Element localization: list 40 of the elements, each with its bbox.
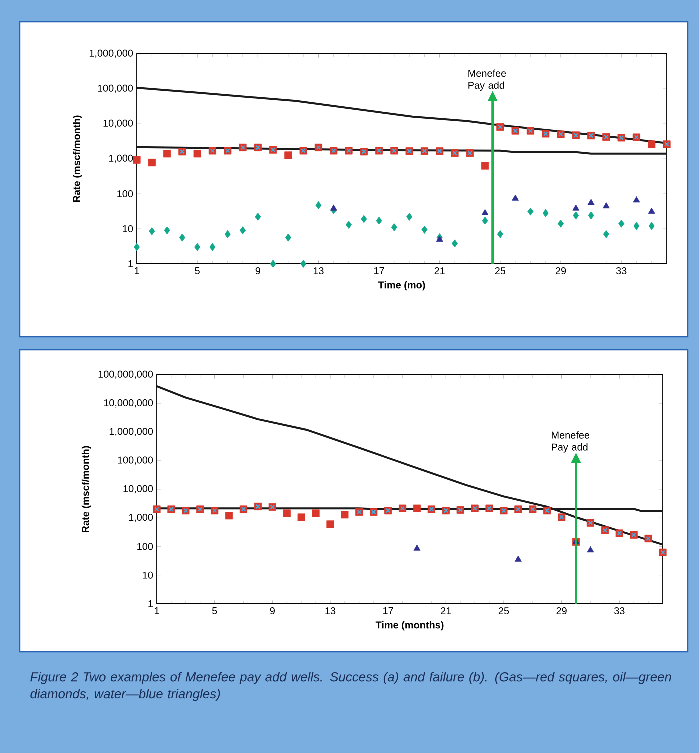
y-tick-label: 10,000,000 bbox=[104, 400, 154, 408]
x-tick-label: 9 bbox=[256, 268, 260, 275]
x-tick-label: 21 bbox=[434, 268, 445, 274]
y-tick-label: 1,000,000 bbox=[90, 50, 134, 58]
ref-line-label: Menefee Pay add bbox=[552, 432, 590, 453]
y-tick-label: 100 bbox=[138, 543, 154, 550]
y-tick-label: 100,000 bbox=[118, 456, 154, 465]
x-axis-title: Time (months) bbox=[376, 621, 444, 631]
y-tick-label: 100,000,000 bbox=[98, 370, 154, 380]
x-tick-label: 9 bbox=[270, 608, 275, 615]
y-tick-label: 10 bbox=[123, 225, 134, 233]
x-tick-label: 17 bbox=[384, 608, 394, 614]
y-axis-title: Rate (mscf/month) bbox=[82, 446, 92, 533]
caption: Figure 2 Two examples of Menefee pay add wells. Success (a) and failure (b). (Gas—red squares, oil—green diamonds, water—blue triangles) bbox=[30, 672, 672, 702]
x-tick-label: 5 bbox=[212, 608, 218, 614]
x-tick-label: 13 bbox=[326, 608, 336, 615]
x-tick-label: 33 bbox=[614, 608, 625, 615]
y-tick-label: 1,000 bbox=[109, 154, 134, 164]
y-tick-label: 10,000 bbox=[124, 485, 154, 494]
x-tick-label: 29 bbox=[556, 268, 566, 275]
y-tick-label: 100,000 bbox=[98, 84, 134, 94]
y-tick-label: 1,000 bbox=[129, 514, 154, 522]
x-tick-label: 25 bbox=[498, 608, 510, 615]
x-tick-label: 1 bbox=[154, 608, 160, 614]
x-tick-label: 29 bbox=[556, 608, 567, 615]
y-tick-label: 1 bbox=[128, 260, 133, 268]
y-tick-label: 100 bbox=[118, 190, 134, 198]
x-tick-label: 17 bbox=[374, 268, 384, 274]
x-tick-label: 25 bbox=[495, 268, 506, 275]
x-axis-title: Time (mo) bbox=[378, 281, 426, 291]
x-tick-label: 13 bbox=[314, 268, 324, 275]
y-tick-label: 1,000,000 bbox=[110, 428, 154, 436]
x-tick-label: 33 bbox=[616, 268, 627, 275]
x-tick-label: 5 bbox=[195, 268, 200, 274]
y-tick-label: 10 bbox=[143, 572, 154, 579]
y-tick-label: 1 bbox=[148, 600, 153, 608]
y-axis-title: Rate (mscf/month) bbox=[73, 116, 82, 202]
y-tick-label: 10,000 bbox=[104, 120, 134, 128]
x-tick-label: 21 bbox=[441, 608, 452, 614]
ref-line-label: Menefee Pay add bbox=[468, 70, 506, 91]
